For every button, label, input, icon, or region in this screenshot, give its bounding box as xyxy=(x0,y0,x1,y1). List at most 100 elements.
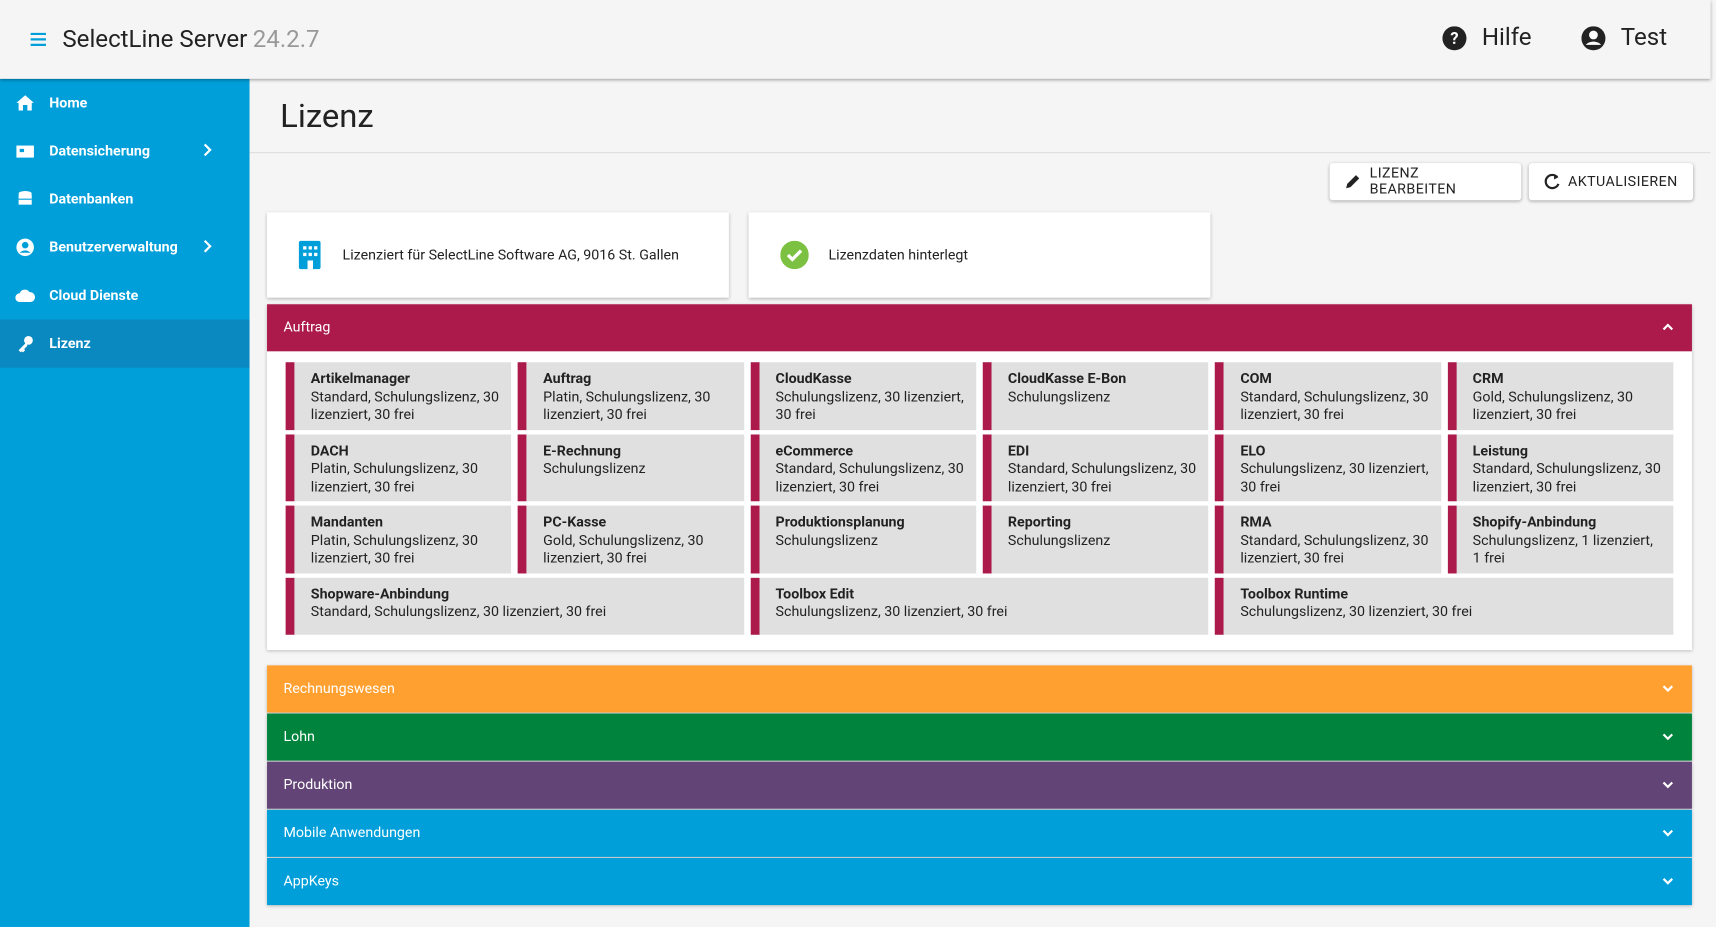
divider xyxy=(249,152,1711,154)
module-row: DACH Platin, Schulungslizenz, 30 lizenzie… xyxy=(285,433,1674,502)
module-card: Shopify-Anbindung Schulungslizenz, 1 lize… xyxy=(1447,505,1674,573)
module-desc: Platin, Schulungslizenz, 30 lizenziert, … xyxy=(543,389,711,424)
module-card: CloudKasse E-Bon Schulungslizenz xyxy=(982,362,1209,430)
module-desc: Standard, Schulungslizenz, 30 lizenziert… xyxy=(310,389,500,424)
module-card: Artikelmanager Standard, Schulungslizenz,… xyxy=(285,362,512,430)
module-name: Shopify-Anbindung xyxy=(1472,514,1597,531)
card-text: Lizenziert für SelectLine Software AG, 9… xyxy=(342,246,679,264)
module-row: Shopware-Anbindung Standard, Schulungsliz… xyxy=(285,577,1674,635)
section: Rechnungswesen xyxy=(267,665,1692,713)
nav-item[interactable]: Lizenz xyxy=(0,319,250,368)
nav-label: Lizenz xyxy=(49,335,91,352)
nav-label: Cloud Dienste xyxy=(49,287,139,304)
module-card: Produktionsplanung Schulungslizenz xyxy=(750,505,977,573)
module-name: Shopware-Anbindung xyxy=(310,586,450,603)
module-name: DACH xyxy=(310,442,349,460)
nav-item[interactable]: Cloud Dienste xyxy=(0,271,250,319)
nav-label: Datensicherung xyxy=(49,142,151,160)
module-desc: Standard, Schulungslizenz, 30 lizenziert… xyxy=(1240,532,1429,567)
module-name: Toolbox Edit xyxy=(775,586,855,603)
section-header[interactable]: AppKeys xyxy=(267,858,1692,906)
status-card: Lizenzdaten hinterlegt xyxy=(748,212,1211,298)
module-card: Mandanten Platin, Schulungslizenz, 30 liz… xyxy=(285,505,512,573)
module-card: CRM Gold, Schulungslizenz, 30 lizenziert,… xyxy=(1447,362,1674,430)
nav-label: Datenbanken xyxy=(49,190,134,208)
nav-item[interactable]: Benutzerverwaltung xyxy=(0,223,250,271)
module-card: EDI Standard, Schulungslizenz, 30 lizenzi… xyxy=(982,433,1209,502)
module-desc: Platin, Schulungslizenz, 30 lizenziert, … xyxy=(310,460,478,496)
refresh-button[interactable]: AKTUALISIEREN xyxy=(1528,163,1694,201)
module-desc: Schulungslizenz, 30 lizenziert, 30 frei xyxy=(775,604,1008,621)
module-name: CRM xyxy=(1472,371,1504,388)
module-name: Leistung xyxy=(1472,442,1529,460)
section-title: Mobile Anwendungen xyxy=(283,825,421,842)
user-link[interactable]: Test xyxy=(1581,24,1667,51)
nav-item[interactable]: Datensicherung xyxy=(0,127,250,175)
nav-label: Home xyxy=(49,94,88,112)
app-version: 24.2.7 xyxy=(252,25,320,54)
section: Produktion xyxy=(267,761,1692,809)
module-desc: Schulungslizenz xyxy=(1007,532,1111,549)
nav-label: Benutzerverwaltung xyxy=(49,239,178,256)
module-name: COM xyxy=(1240,371,1272,388)
module-desc: Standard, Schulungslizenz, 30 lizenziert… xyxy=(1240,389,1429,424)
page-title: Lizenz xyxy=(280,97,374,136)
menu-icon[interactable] xyxy=(27,28,49,50)
module-name: Mandanten xyxy=(310,514,383,531)
section: AppKeys xyxy=(267,858,1692,906)
app-title: SelectLine Server xyxy=(62,25,248,54)
module-card: Toolbox Runtime Schulungslizenz, 30 lizen… xyxy=(1215,577,1674,635)
module-card: CloudKasse Schulungslizenz, 30 lizenziert… xyxy=(750,362,977,430)
section-header[interactable]: Mobile Anwendungen xyxy=(267,809,1692,857)
module-desc: Platin, Schulungslizenz, 30 lizenziert, … xyxy=(310,532,478,567)
module-name: ELO xyxy=(1240,442,1266,460)
section-title: AppKeys xyxy=(283,873,339,890)
section: Mobile Anwendungen xyxy=(267,809,1692,857)
button-label: LIZENZ BEARBEITEN xyxy=(1369,165,1457,199)
module-name: Toolbox Runtime xyxy=(1240,586,1349,603)
section-header[interactable]: Lohn xyxy=(267,713,1692,761)
module-name: Reporting xyxy=(1007,514,1072,531)
content: Lizenz LIZENZ BEARBEITEN AKTUALISIEREN L… xyxy=(249,79,1711,927)
license-card: Lizenziert für SelectLine Software AG, 9… xyxy=(267,212,729,298)
section-title: Auftrag xyxy=(283,319,331,336)
section-title: Lohn xyxy=(283,728,315,746)
module-desc: Schulungslizenz, 30 lizenziert, 30 frei xyxy=(1240,460,1429,496)
module-card: Shopware-Anbindung Standard, Schulungsliz… xyxy=(285,577,744,635)
section-header[interactable]: Auftrag xyxy=(267,304,1692,352)
module-desc: Schulungslizenz xyxy=(775,532,878,549)
nav-item[interactable]: Home xyxy=(0,79,250,127)
module-name: E-Rechnung xyxy=(543,442,622,460)
module-desc: Schulungslizenz, 30 lizenziert, 30 frei xyxy=(775,389,964,424)
module-name: CloudKasse xyxy=(775,371,852,388)
module-name: Auftrag xyxy=(543,371,592,388)
module-row: Artikelmanager Standard, Schulungslizenz,… xyxy=(285,362,1674,430)
help-label: Hilfe xyxy=(1481,24,1532,52)
card-text: Lizenzdaten hinterlegt xyxy=(828,246,969,264)
module-desc: Standard, Schulungslizenz, 30 lizenziert… xyxy=(1472,460,1661,496)
section-body: Artikelmanager Standard, Schulungslizenz,… xyxy=(267,351,1692,650)
module-name: Artikelmanager xyxy=(310,371,410,388)
module-name: eCommerce xyxy=(775,442,854,460)
section: Lohn xyxy=(267,713,1692,761)
module-card: RMA Standard, Schulungslizenz, 30 lizenzi… xyxy=(1215,505,1441,573)
module-name: CloudKasse E-Bon xyxy=(1007,371,1127,388)
user-label: Test xyxy=(1620,24,1668,52)
section-header[interactable]: Rechnungswesen xyxy=(267,665,1692,713)
section-title: Produktion xyxy=(283,777,353,794)
module-desc: Standard, Schulungslizenz, 30 lizenziert… xyxy=(775,460,964,496)
help-link[interactable]: ? Hilfe xyxy=(1442,24,1532,52)
module-card: Leistung Standard, Schulungslizenz, 30 li… xyxy=(1447,433,1674,502)
section: Auftrag Artikelmanager Standard, Schulungs… xyxy=(267,304,1692,650)
module-name: PC-Kasse xyxy=(543,514,607,531)
module-desc: Schulungslizenz, 30 lizenziert, 30 frei xyxy=(1240,604,1473,621)
section-header[interactable]: Produktion xyxy=(267,761,1692,809)
module-desc: Standard, Schulungslizenz, 30 lizenziert… xyxy=(1007,460,1197,496)
module-desc: Gold, Schulungslizenz, 30 lizenziert, 30… xyxy=(1472,389,1634,424)
edit-button[interactable]: LIZENZ BEARBEITEN xyxy=(1329,163,1522,201)
module-desc: Gold, Schulungslizenz, 30 lizenziert, 30… xyxy=(543,532,704,567)
nav-item[interactable]: Datenbanken xyxy=(0,175,250,223)
button-label: AKTUALISIEREN xyxy=(1568,173,1678,190)
top-bar: SelectLine Server 24.2.7 ? Hilfe Test xyxy=(0,0,1711,79)
